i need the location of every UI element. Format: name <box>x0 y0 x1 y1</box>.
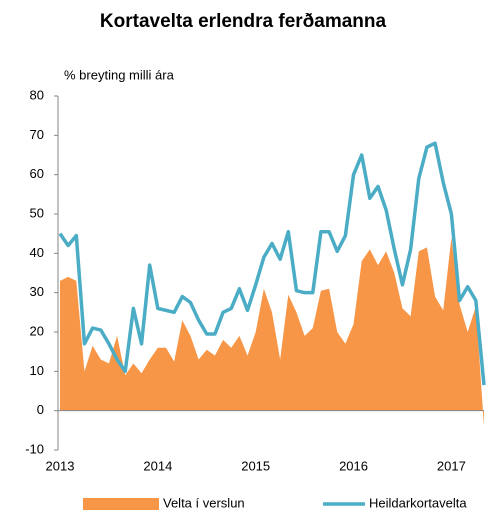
y-tick-label: 70 <box>30 127 44 142</box>
chart-title: Kortavelta erlendra ferðamanna <box>100 11 387 32</box>
y-tick-label: 20 <box>30 323 44 338</box>
x-tick-label: 2013 <box>46 458 75 473</box>
y-axis-label: % breyting milli ára <box>64 67 175 82</box>
y-tick-label: 50 <box>30 205 44 220</box>
legend-swatch <box>83 498 159 510</box>
x-tick-label: 2015 <box>241 458 270 473</box>
x-tick-label: 2016 <box>339 458 368 473</box>
y-tick-label: 10 <box>30 363 44 378</box>
y-tick-label: 60 <box>30 166 44 181</box>
x-tick-label: 2017 <box>437 458 466 473</box>
y-tick-label: 40 <box>30 245 44 260</box>
y-tick-label: 80 <box>30 87 44 102</box>
area <box>60 237 484 427</box>
y-tick-label: -10 <box>25 441 44 456</box>
legend-label: Heildarkortavelta <box>369 495 467 510</box>
y-tick-label: 0 <box>37 402 44 417</box>
legend-label: Velta í verslun <box>163 495 245 510</box>
line <box>58 141 486 386</box>
y-tick-label: 30 <box>30 284 44 299</box>
x-tick-label: 2014 <box>143 458 172 473</box>
